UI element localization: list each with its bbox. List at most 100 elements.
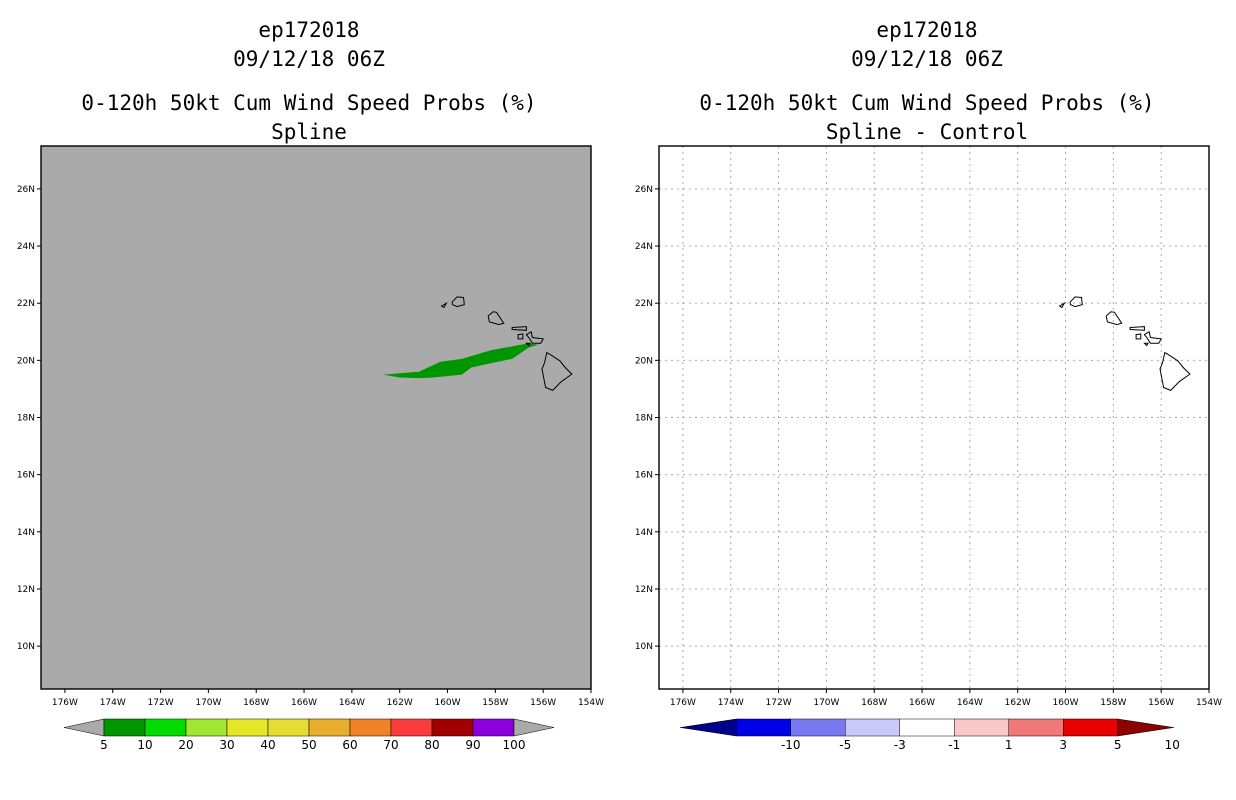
x-tick-label: 160W	[434, 698, 460, 708]
x-tick-label: 168W	[861, 698, 887, 708]
coastline-niihau	[440, 301, 448, 309]
y-tick-label: 12N	[17, 585, 35, 595]
datetime-title: 09/12/18 06Z	[851, 47, 1003, 71]
colorbar-label: 90	[465, 738, 480, 752]
map-svg: 176W 174W 172W 170W 168W 166W 164W 162W 160W 158W…	[17, 145, 604, 752]
x-tick-label: 172W	[148, 698, 174, 708]
colorbar-swatch	[390, 718, 433, 737]
storm-id-title: ep172018	[258, 18, 360, 42]
colorbar-swatch	[790, 718, 846, 737]
colorbar-swatch	[308, 718, 351, 737]
method-title: Spline	[271, 120, 347, 144]
colorbar-label: 30	[219, 738, 234, 752]
colorbar-swatch	[431, 718, 474, 737]
colorbar-swatch	[472, 718, 515, 737]
y-tick-label: 26N	[635, 185, 653, 195]
colorbar-label: -5	[839, 738, 851, 752]
colorbar-label: -1	[948, 738, 960, 752]
colorbar: 5 10 20 30 40 50 60 70 80 90 100	[63, 718, 555, 752]
probability-panel: ep172018 09/12/18 06Z 0-120h 50kt Cum Wi…	[17, 18, 604, 752]
coastline-oahu	[487, 311, 505, 326]
x-tick-label: 170W	[813, 698, 839, 708]
colorbar-swatch	[1008, 718, 1064, 737]
coastline-kahoolawe	[525, 342, 531, 347]
colorbar-label: -3	[894, 738, 906, 752]
x-tick-label: 166W	[291, 698, 317, 708]
y-tick-label: 24N	[17, 242, 35, 252]
colorbar-right-arrow	[513, 718, 555, 737]
y-tick-label: 14N	[17, 528, 35, 538]
x-tick-label: 164W	[339, 698, 365, 708]
y-tick-label: 22N	[635, 299, 653, 309]
x-tick-label: 156W	[1148, 698, 1174, 708]
colorbar-swatch	[144, 718, 187, 737]
colorbar-label: 5	[100, 738, 108, 752]
y-tick-label: 18N	[17, 414, 35, 424]
y-tick-label: 20N	[635, 356, 653, 366]
method-title: Spline - Control	[825, 120, 1029, 144]
colorbar-label: -10	[781, 738, 801, 752]
colorbar-swatch	[185, 718, 228, 737]
x-tick-label: 164W	[957, 698, 983, 708]
colorbar-left-arrow	[63, 718, 105, 737]
colorbar-swatch	[736, 718, 791, 737]
x-tick-label: 158W	[482, 698, 508, 708]
colorbar-label: 10	[1165, 738, 1180, 752]
x-tick-label: 162W	[387, 698, 413, 708]
colorbar-swatch	[954, 718, 1009, 737]
x-tick-label: 154W	[1196, 698, 1222, 708]
colorbar-label: 100	[503, 738, 526, 752]
y-tick-label: 10N	[17, 642, 35, 652]
colorbar-swatch	[845, 718, 900, 737]
colorbar-label: 10	[137, 738, 152, 752]
coastline-big-island	[1159, 351, 1191, 391]
x-tick-label: 170W	[195, 698, 221, 708]
x-tick-label: 174W	[718, 698, 744, 708]
colorbar-label: 40	[260, 738, 275, 752]
colorbar-right-arrow	[1117, 718, 1174, 737]
colorbar-swatch	[267, 718, 310, 737]
y-tick-label: 20N	[17, 356, 35, 366]
colorbar-label: 60	[342, 738, 357, 752]
x-tick-label: 168W	[243, 698, 269, 708]
y-tick-label: 10N	[635, 642, 653, 652]
x-tick-label: 160W	[1052, 698, 1078, 708]
y-tick-label: 24N	[635, 242, 653, 252]
coastline-maui	[525, 331, 544, 344]
x-tick-label: 174W	[100, 698, 126, 708]
x-tick-label: 154W	[578, 698, 604, 708]
x-tick-label: 158W	[1100, 698, 1126, 708]
coastline-oahu	[1105, 311, 1123, 326]
colorbar-swatch	[103, 718, 146, 737]
datetime-title: 09/12/18 06Z	[233, 47, 385, 71]
colorbar-swatch	[226, 718, 269, 737]
colorbar-swatch	[1063, 718, 1118, 737]
y-tick-label: 26N	[17, 185, 35, 195]
x-tick-label: 176W	[52, 698, 78, 708]
colorbar-label: 20	[178, 738, 193, 752]
difference-panel: ep172018 09/12/18 06Z 0-120h 50kt Cum Wi…	[618, 0, 1236, 800]
colorbar-left-arrow	[680, 718, 737, 737]
map-background	[659, 146, 1209, 689]
colorbar-label: 50	[301, 738, 316, 752]
storm-id-title: ep172018	[876, 18, 978, 42]
coastline-big-island	[541, 351, 573, 391]
map-svg: 176W 174W 172W 170W 168W 166W 164W 162W 160W 158W…	[635, 145, 1222, 752]
y-tick-label: 18N	[635, 414, 653, 424]
y-tick-label: 16N	[17, 471, 35, 481]
y-tick-label: 22N	[17, 299, 35, 309]
product-title: 0-120h 50kt Cum Wind Speed Probs (%)	[81, 91, 537, 115]
y-tick-label: 14N	[635, 528, 653, 538]
colorbar-swatch	[899, 718, 955, 737]
coastline-molokai	[511, 326, 527, 331]
coastline-maui	[1143, 331, 1162, 344]
coastline-niihau	[1058, 301, 1066, 309]
map-background	[41, 146, 591, 689]
coastline-kauai	[451, 296, 465, 308]
colorbar-swatch	[349, 718, 392, 737]
colorbar-label: 70	[383, 738, 398, 752]
x-tick-label: 156W	[530, 698, 556, 708]
coastline-lanai	[1135, 333, 1142, 340]
x-tick-label: 176W	[670, 698, 696, 708]
product-title: 0-120h 50kt Cum Wind Speed Probs (%)	[699, 91, 1155, 115]
